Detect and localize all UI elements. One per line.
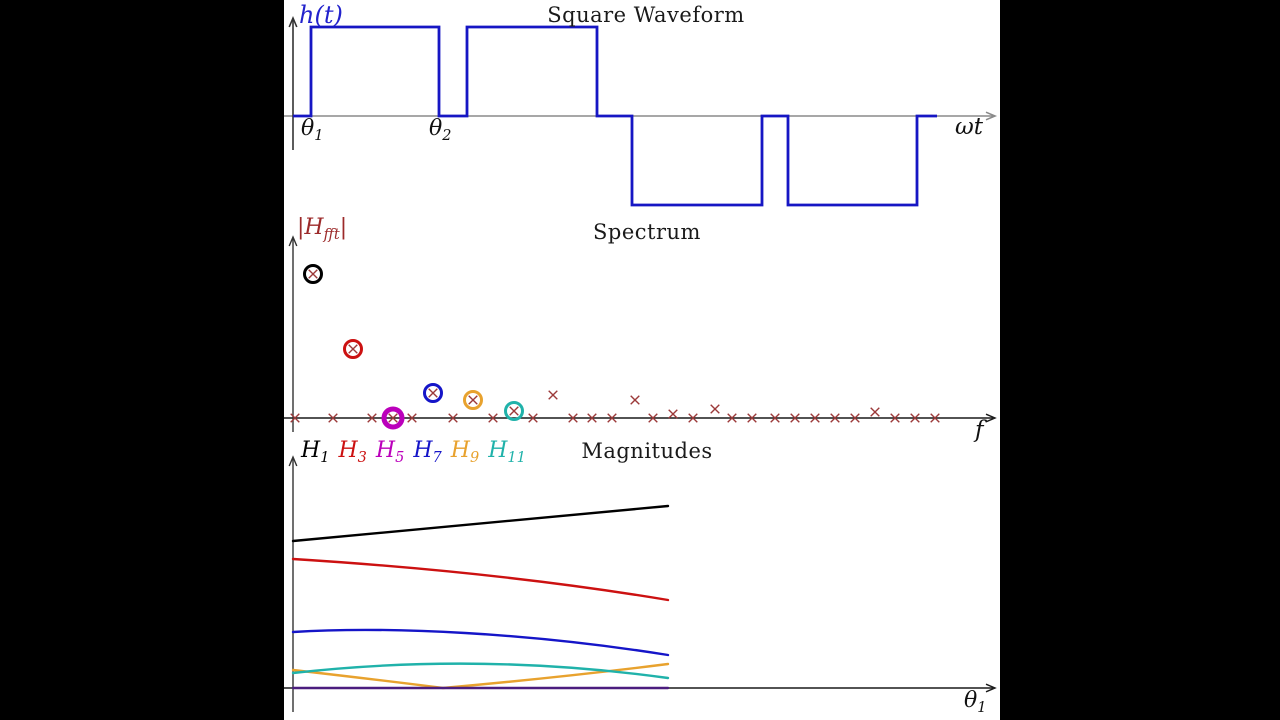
magnitudes-xlabel-base: θ bbox=[964, 688, 978, 713]
spectrum-x-axis-label: f bbox=[975, 417, 984, 443]
spectrum-x-marker bbox=[367, 413, 377, 423]
harmonic-circle-h3 bbox=[343, 339, 363, 359]
spectrum-x-marker bbox=[587, 413, 597, 423]
waveform-plot bbox=[284, 15, 998, 207]
harmonic-circle-h5 bbox=[381, 406, 405, 430]
spectrum-x-marker bbox=[747, 413, 757, 423]
spectrum-x-marker bbox=[630, 395, 640, 405]
legend-item-h3: H3 bbox=[338, 438, 366, 466]
spectrum-x-marker bbox=[388, 413, 398, 423]
spectrum-x-marker bbox=[727, 413, 737, 423]
spectrum-y-axis-label: |Hfft| bbox=[297, 215, 348, 243]
spectrum-x-marker bbox=[290, 413, 300, 423]
magnitudes-x-axis-label: θ1 bbox=[964, 688, 987, 716]
spectrum-x-marker bbox=[830, 413, 840, 423]
spectrum-x-marker bbox=[407, 413, 417, 423]
legend-h1-base: H bbox=[301, 438, 321, 463]
legend-h7-base: H bbox=[413, 438, 433, 463]
axis-arrow-right bbox=[985, 111, 998, 121]
magnitude-curve-h3 bbox=[291, 557, 670, 602]
legend-h3-sub: 3 bbox=[357, 450, 367, 467]
harmonic-circle-h1 bbox=[303, 264, 323, 284]
magnitudes-plot bbox=[284, 455, 997, 712]
magnitudes-title: Magnitudes bbox=[581, 439, 713, 463]
harmonics-legend: H1 H3 H5 H7 H9 H11 bbox=[301, 438, 526, 466]
theta1-sub: 1 bbox=[314, 128, 324, 145]
magnitude-curve-h11 bbox=[291, 662, 670, 680]
spectrum-x-marker bbox=[668, 409, 678, 419]
spectrum-x-marker bbox=[930, 413, 940, 423]
spectrum-title: Spectrum bbox=[593, 220, 701, 244]
spectrum-ylabel-post: | bbox=[339, 215, 348, 240]
legend-h9-base: H bbox=[450, 438, 470, 463]
legend-h5-sub: 5 bbox=[395, 450, 405, 467]
legend-item-h1: H1 bbox=[301, 438, 329, 466]
spectrum-x-marker bbox=[850, 413, 860, 423]
spectrum-plot bbox=[284, 235, 997, 432]
legend-h9-sub: 9 bbox=[469, 450, 480, 467]
theta1-base: θ bbox=[301, 116, 315, 141]
axis-arrow-right bbox=[985, 683, 997, 693]
axis-arrow-up bbox=[288, 15, 298, 28]
spectrum-x-marker bbox=[548, 390, 558, 400]
spectrum-x-marker bbox=[468, 395, 478, 405]
spectrum-ylabel-pre: |H bbox=[297, 215, 324, 240]
spectrum-x-marker bbox=[448, 413, 458, 423]
spectrum-x-marker bbox=[568, 413, 578, 423]
spectrum-x-marker bbox=[648, 413, 658, 423]
spectrum-x-marker bbox=[890, 413, 900, 423]
harmonic-circle-h7 bbox=[423, 383, 443, 403]
legend-item-h9: H9 bbox=[450, 438, 479, 466]
spectrum-x-marker bbox=[328, 413, 338, 423]
spectrum-x-marker bbox=[607, 413, 617, 423]
legend-h5-base: H bbox=[375, 438, 396, 463]
square-wave-line bbox=[293, 25, 937, 207]
waveform-x-axis-label: ωt bbox=[955, 114, 983, 140]
spectrum-x-marker bbox=[790, 413, 800, 423]
waveform-y-axis-label: h(t) bbox=[299, 1, 343, 29]
spectrum-x-marker bbox=[910, 413, 920, 423]
legend-h3-base: H bbox=[338, 438, 358, 463]
spectrum-x-marker bbox=[348, 344, 358, 354]
legend-item-h11: H11 bbox=[488, 438, 526, 466]
legend-h11-base: H bbox=[488, 438, 508, 463]
waveform-title: Square Waveform bbox=[547, 3, 745, 27]
legend-h11-sub: 11 bbox=[507, 450, 526, 467]
spectrum-x-marker bbox=[488, 413, 498, 423]
spectrum-x-marker bbox=[428, 388, 438, 398]
legend-item-h5: H5 bbox=[375, 438, 404, 466]
spectrum-x-marker bbox=[710, 404, 720, 414]
spectrum-x-marker bbox=[528, 413, 538, 423]
spectrum-x-marker bbox=[688, 413, 698, 423]
legend-h7-sub: 7 bbox=[432, 450, 442, 467]
spectrum-ylabel-sub: fft bbox=[323, 227, 340, 244]
axis-arrow-up bbox=[288, 455, 298, 467]
magnitude-curve-h1 bbox=[291, 504, 670, 543]
spectrum-x-marker bbox=[870, 407, 880, 417]
magnitude-curve-h7 bbox=[291, 628, 670, 657]
spectrum-x-marker bbox=[810, 413, 820, 423]
theta2-base: θ bbox=[429, 116, 443, 141]
magnitudes-xlabel-sub: 1 bbox=[977, 700, 987, 717]
spectrum-x-marker bbox=[770, 413, 780, 423]
axis-arrow-right bbox=[985, 413, 997, 423]
theta2-sub: 2 bbox=[442, 128, 452, 145]
harmonic-circle-h9 bbox=[463, 390, 483, 410]
legend-item-h7: H7 bbox=[413, 438, 441, 466]
spectrum-x-marker bbox=[509, 406, 519, 416]
axis-arrow-up bbox=[288, 235, 298, 247]
spectrum-x-marker bbox=[308, 269, 318, 279]
theta1-tick-label: θ1 bbox=[301, 116, 324, 144]
harmonic-circle-h11 bbox=[504, 401, 524, 421]
figure-area bbox=[284, 0, 1000, 720]
theta2-tick-label: θ2 bbox=[429, 116, 452, 144]
legend-h1-sub: 1 bbox=[320, 450, 330, 467]
